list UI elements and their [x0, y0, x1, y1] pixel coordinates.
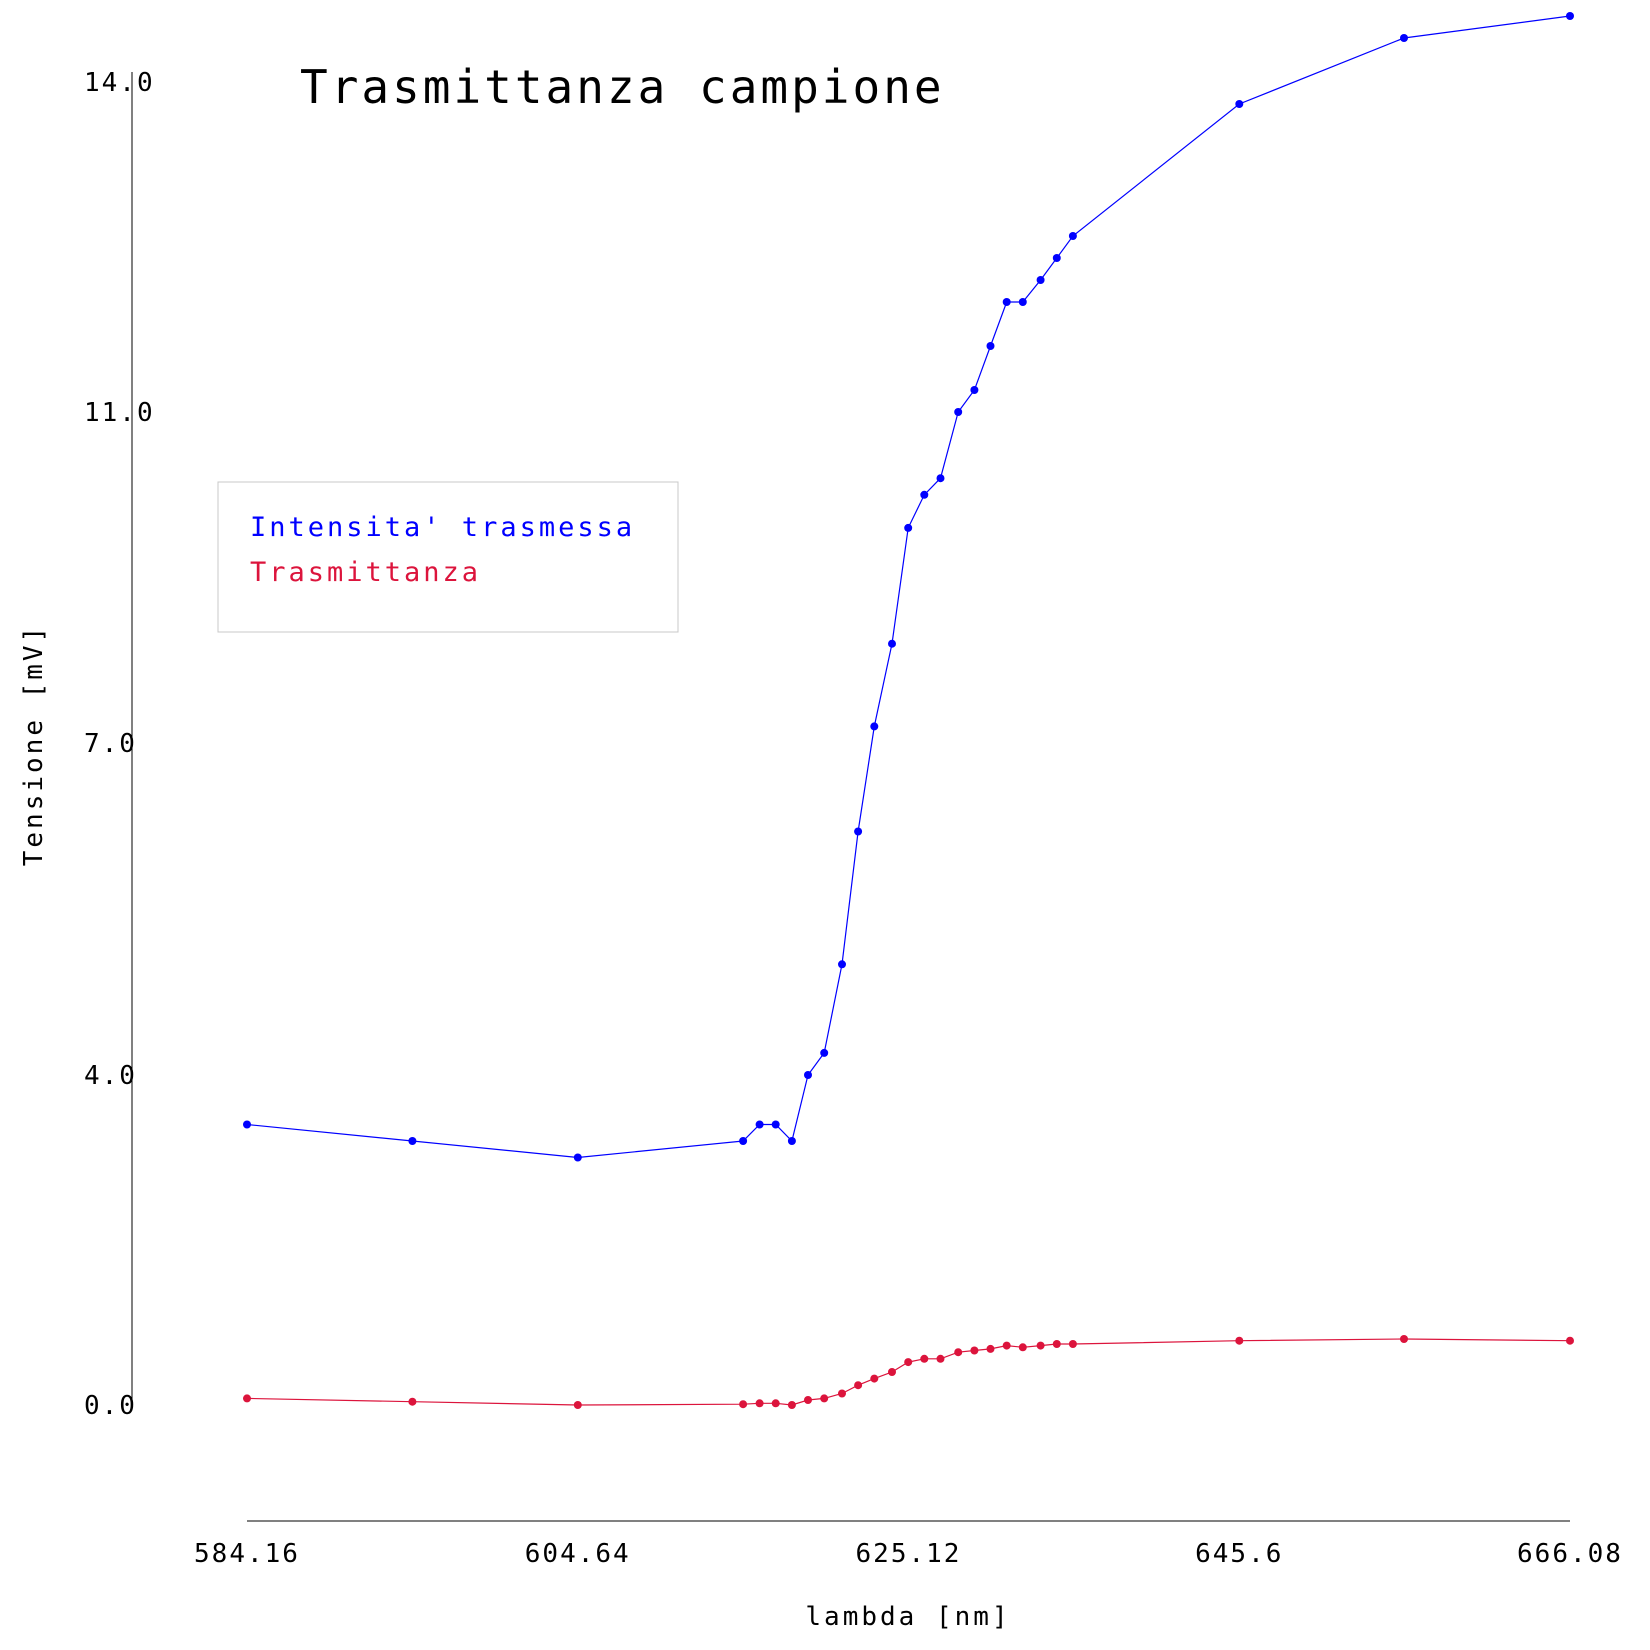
data-point-series-1 [771, 1399, 780, 1408]
data-point-series-0 [573, 1153, 582, 1162]
data-point-series-0 [838, 960, 846, 969]
data-point-series-1 [904, 1358, 913, 1367]
data-point-series-0 [804, 1071, 812, 1079]
x-tick-label: 604.64 [525, 1539, 631, 1569]
data-point-series-0 [243, 1120, 251, 1129]
data-point-series-1 [854, 1381, 863, 1390]
y-tick-label: 0.0 [84, 1391, 137, 1421]
data-point-series-0 [920, 490, 929, 499]
data-point-series-1 [739, 1400, 748, 1409]
data-point-series-0 [1235, 100, 1244, 108]
data-point-series-1 [1002, 1341, 1011, 1350]
data-point-series-0 [854, 827, 863, 836]
legend-box [217, 481, 679, 633]
data-point-series-1 [1068, 1340, 1077, 1348]
data-point-series-0 [1068, 232, 1077, 240]
legend-entry-trasmittanza: Trasmittanza [250, 557, 481, 588]
data-point-series-1 [870, 1374, 879, 1383]
data-point-series-1 [1052, 1340, 1061, 1348]
data-point-series-1 [820, 1394, 829, 1403]
data-point-series-1 [787, 1401, 796, 1409]
data-point-series-1 [1400, 1335, 1408, 1343]
data-point-series-0 [936, 474, 945, 483]
legend-entry-intensita: Intensita' trasmessa [250, 512, 635, 543]
data-point-series-1 [408, 1397, 417, 1406]
x-tick-label: 645.6 [1195, 1539, 1283, 1569]
y-tick-label: 7.0 [84, 729, 137, 759]
data-point-series-0 [1002, 298, 1011, 306]
data-point-series-0 [904, 523, 913, 532]
data-point-series-0 [986, 342, 995, 350]
data-point-series-1 [1018, 1343, 1027, 1352]
data-point-series-0 [954, 408, 963, 416]
data-point-series-0 [787, 1137, 796, 1145]
legend: Intensita' trasmessa Trasmittanza [217, 481, 679, 633]
y-tick-label: 14.0 [84, 68, 155, 98]
y-tick-label: 11.0 [84, 398, 155, 428]
data-point-series-1 [1566, 1336, 1574, 1345]
x-tick-labels: 584.16 604.64 625.12 645.6 666.08 [194, 1539, 1623, 1569]
data-point-series-0 [408, 1137, 417, 1145]
data-point-series-1 [970, 1346, 979, 1355]
series-layer [243, 12, 1574, 1409]
chart-title: Trasmittanza campione [300, 60, 945, 114]
data-point-series-1 [1036, 1341, 1045, 1350]
data-point-series-1 [243, 1394, 251, 1403]
data-point-series-1 [986, 1344, 995, 1353]
y-axis-label: Tensione [mV] [19, 624, 49, 867]
data-point-series-0 [1400, 34, 1408, 42]
y-tick-labels: 0.0 4.0 7.0 11.0 14.0 [84, 68, 155, 1421]
data-point-series-0 [739, 1137, 748, 1145]
x-tick-label: 584.16 [194, 1539, 300, 1569]
data-point-series-1 [888, 1368, 896, 1376]
data-point-series-0 [970, 386, 979, 394]
data-point-series-0 [1566, 12, 1574, 20]
y-tick-label: 4.0 [84, 1061, 137, 1091]
data-point-series-0 [820, 1048, 829, 1057]
data-point-series-0 [1018, 298, 1027, 306]
x-tick-label: 625.12 [856, 1539, 962, 1569]
series-line-1 [246, 1338, 1571, 1406]
x-axis-label: lambda [nm] [805, 1602, 1010, 1632]
data-point-series-1 [804, 1396, 812, 1404]
data-point-series-1 [573, 1401, 582, 1409]
data-point-series-0 [1036, 276, 1045, 284]
data-point-series-1 [838, 1389, 846, 1398]
data-point-series-1 [755, 1399, 764, 1408]
data-point-series-0 [755, 1120, 764, 1129]
data-point-series-1 [920, 1354, 929, 1363]
data-point-series-0 [888, 639, 896, 648]
x-tick-label: 666.08 [1517, 1539, 1623, 1569]
data-point-series-1 [954, 1348, 963, 1357]
data-point-series-0 [771, 1120, 780, 1129]
data-point-series-1 [936, 1354, 945, 1363]
data-point-series-0 [870, 722, 879, 731]
data-point-series-0 [1052, 254, 1061, 262]
data-point-series-1 [1235, 1336, 1244, 1345]
